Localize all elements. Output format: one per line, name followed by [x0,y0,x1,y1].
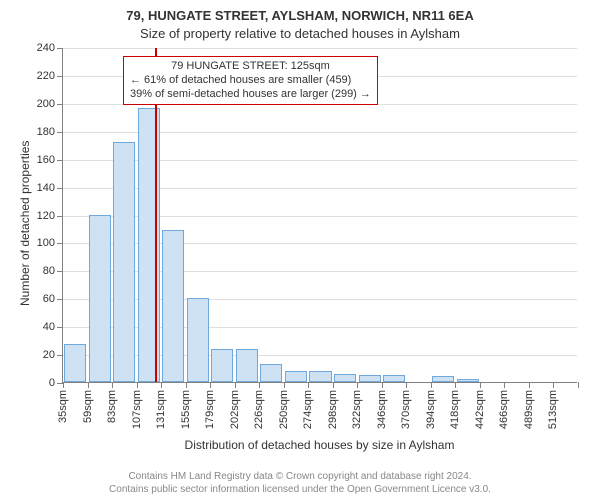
x-tick-label: 346sqm [376,390,388,429]
y-tick-label: 120 [37,210,55,222]
x-tick-label: 59sqm [82,390,94,423]
y-tick-label: 200 [37,98,55,110]
x-tick-label: 35sqm [57,390,69,423]
y-tick [57,271,63,272]
x-tick [357,382,358,388]
y-tick [57,327,63,328]
x-tick-label: 298sqm [327,390,339,429]
gridline [63,48,577,49]
x-tick [480,382,481,388]
histogram-bar [113,142,135,382]
histogram-bar [187,298,209,382]
x-tick-label: 418sqm [449,390,461,429]
y-tick [57,160,63,161]
y-tick-label: 40 [43,321,55,333]
x-tick-label: 513sqm [547,390,559,429]
x-tick-label: 202sqm [229,390,241,429]
x-tick [112,382,113,388]
x-tick-label: 466sqm [498,390,510,429]
annotation-line-1: 79 HUNGATE STREET: 125sqm [130,60,371,74]
x-tick-label: 131sqm [155,390,167,429]
y-tick [57,299,63,300]
histogram-bar [309,371,331,382]
histogram-bar [359,375,381,382]
x-tick [210,382,211,388]
chart-container: 79, HUNGATE STREET, AYLSHAM, NORWICH, NR… [0,0,600,500]
x-tick [88,382,89,388]
x-tick-label: 370sqm [400,390,412,429]
y-tick [57,48,63,49]
y-tick [57,243,63,244]
x-tick [137,382,138,388]
x-tick [504,382,505,388]
x-tick [333,382,334,388]
histogram-bar [334,374,356,382]
histogram-bar [285,371,307,382]
title-description: Size of property relative to detached ho… [0,26,600,41]
histogram-bar [236,349,258,383]
x-tick [161,382,162,388]
plot-area: 02040608010012014016018020022024035sqm59… [62,48,577,383]
x-tick-label: 179sqm [204,390,216,429]
footer-attribution: Contains HM Land Registry data © Crown c… [0,471,600,496]
x-tick [308,382,309,388]
y-tick-label: 180 [37,126,55,138]
x-tick [63,382,64,388]
x-tick [259,382,260,388]
x-tick [553,382,554,388]
histogram-bar [383,375,405,382]
x-axis-title: Distribution of detached houses by size … [62,438,577,452]
x-tick-label: 274sqm [302,390,314,429]
y-tick-label: 100 [37,237,55,249]
footer-line-2: Contains public sector information licen… [0,484,600,497]
x-tick [284,382,285,388]
histogram-bar [211,349,233,383]
y-tick [57,188,63,189]
x-tick [578,382,579,388]
x-tick [235,382,236,388]
x-tick-label: 226sqm [253,390,265,429]
y-tick-label: 20 [43,349,55,361]
x-tick-label: 322sqm [351,390,363,429]
x-tick [431,382,432,388]
histogram-bar [260,364,282,382]
x-tick-label: 394sqm [425,390,437,429]
x-tick [186,382,187,388]
y-tick-label: 0 [49,377,55,389]
x-tick [455,382,456,388]
y-tick [57,216,63,217]
x-tick [529,382,530,388]
y-tick-label: 220 [37,70,55,82]
y-tick [57,76,63,77]
y-tick-label: 240 [37,42,55,54]
histogram-bar [162,230,184,382]
annotation-line-2: ← 61% of detached houses are smaller (45… [130,74,371,88]
y-tick [57,132,63,133]
title-address: 79, HUNGATE STREET, AYLSHAM, NORWICH, NR… [0,8,600,23]
y-tick [57,355,63,356]
histogram-bar [89,215,111,383]
x-tick-label: 250sqm [278,390,290,429]
y-tick-label: 60 [43,293,55,305]
annotation-box: 79 HUNGATE STREET: 125sqm← 61% of detach… [123,56,378,105]
y-tick-label: 140 [37,182,55,194]
y-tick [57,104,63,105]
histogram-bar [432,376,454,382]
x-tick-label: 83sqm [106,390,118,423]
x-tick [406,382,407,388]
footer-line-1: Contains HM Land Registry data © Crown c… [0,471,600,484]
y-axis-title: Number of detached properties [18,140,32,305]
x-tick-label: 489sqm [523,390,535,429]
histogram-bar [457,379,479,382]
x-tick-label: 442sqm [474,390,486,429]
x-tick-label: 155sqm [180,390,192,429]
y-tick-label: 80 [43,265,55,277]
y-tick-label: 160 [37,154,55,166]
histogram-bar [64,344,86,382]
annotation-line-3: 39% of semi-detached houses are larger (… [130,88,371,102]
x-tick [382,382,383,388]
x-tick-label: 107sqm [131,390,143,429]
